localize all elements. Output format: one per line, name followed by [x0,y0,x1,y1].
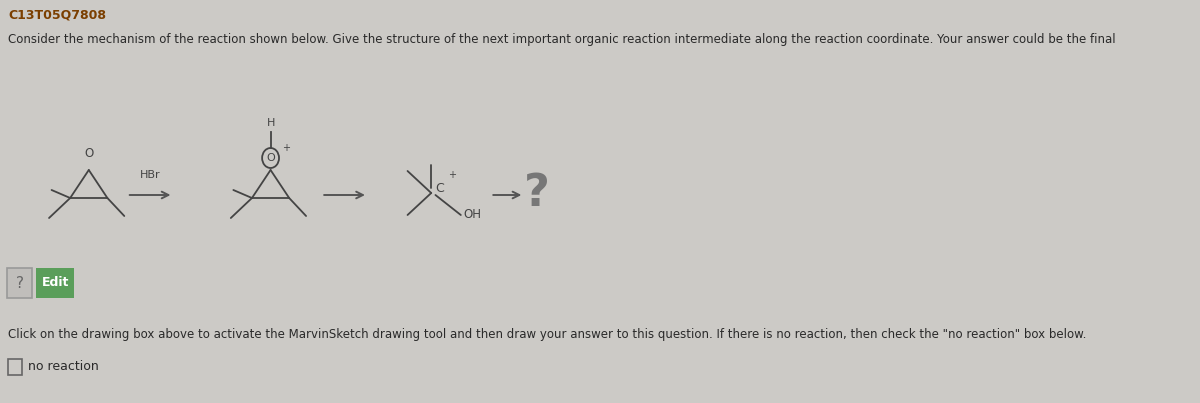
Text: Edit: Edit [42,276,70,289]
Text: ?: ? [524,172,550,214]
Bar [8,359,22,375]
Text: Consider the mechanism of the reaction shown below. Give the structure of the ne: Consider the mechanism of the reaction s… [8,33,1116,46]
Bar [7,268,32,298]
Text: C: C [436,181,444,195]
Text: +: + [448,170,456,180]
Text: OH: OH [463,208,481,222]
Text: ?: ? [16,276,24,291]
Text: H: H [266,118,275,128]
Text: C13T05Q7808: C13T05Q7808 [8,8,107,21]
Text: O: O [266,153,275,163]
Text: HBr: HBr [139,170,161,180]
Text: no reaction: no reaction [28,361,98,374]
Bar [36,268,74,298]
Text: Click on the drawing box above to activate the MarvinSketch drawing tool and the: Click on the drawing box above to activa… [8,328,1087,341]
Text: O: O [84,147,94,160]
Text: +: + [282,143,289,153]
